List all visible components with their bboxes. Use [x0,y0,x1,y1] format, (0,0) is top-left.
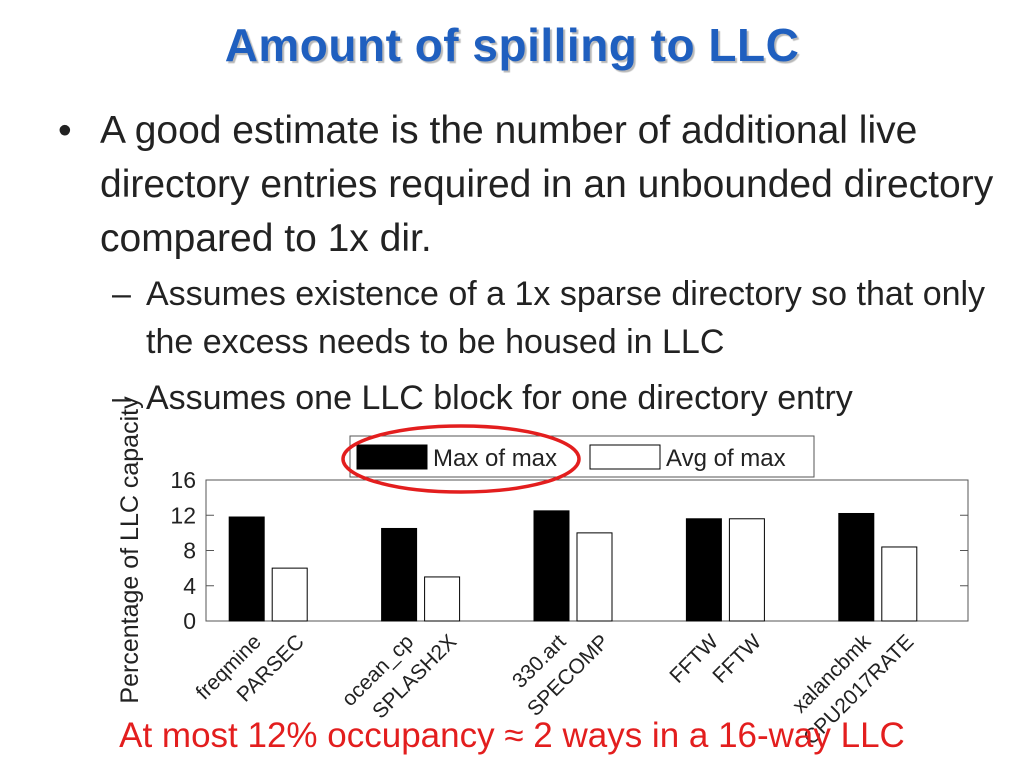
bullet-list: • A good estimate is the number of addit… [58,104,998,422]
legend-label: Avg of max [666,445,786,472]
y-tick-label: 8 [183,538,196,564]
bar [533,510,570,622]
bar [424,576,461,622]
dash-icon: – [112,379,131,417]
bullet-dot-icon: • [58,109,72,152]
bar [271,567,308,622]
y-tick-label: 12 [170,502,196,528]
y-tick-label: 16 [170,467,196,493]
bar [228,516,265,622]
bar [728,518,765,622]
bar [576,532,613,622]
bar [381,527,418,622]
x-tick-label: FFTW [708,630,766,688]
bullet-item: • A good estimate is the number of addit… [58,104,998,266]
sub-bullet-text: Assumes one LLC block for one directory … [146,379,853,417]
sub-bullet-item: – Assumes one LLC block for one director… [58,374,998,422]
bar [881,546,918,622]
y-axis-label: Percentage of LLC capacity [116,396,144,704]
legend-label: Max of max [433,445,557,472]
y-tick-label: 0 [183,608,196,634]
y-tick-label: 4 [183,573,196,599]
highlight-ellipse [341,424,581,494]
sub-bullet-item: – Assumes existence of a 1x sparse direc… [58,270,998,366]
bar [838,512,875,622]
sub-bullet-text: Assumes existence of a 1x sparse directo… [146,275,986,361]
bar [685,518,722,622]
legend-swatch [589,444,661,470]
legend-swatch [356,444,428,470]
bullet-text: A good estimate is the number of additio… [100,109,994,260]
x-tick-label: FFTW [665,630,723,688]
dash-icon: – [112,275,131,313]
footer-note: At most 12% occupancy ≈ 2 ways in a 16-w… [119,716,905,755]
page-title: Amount of spilling to LLC [224,19,800,71]
